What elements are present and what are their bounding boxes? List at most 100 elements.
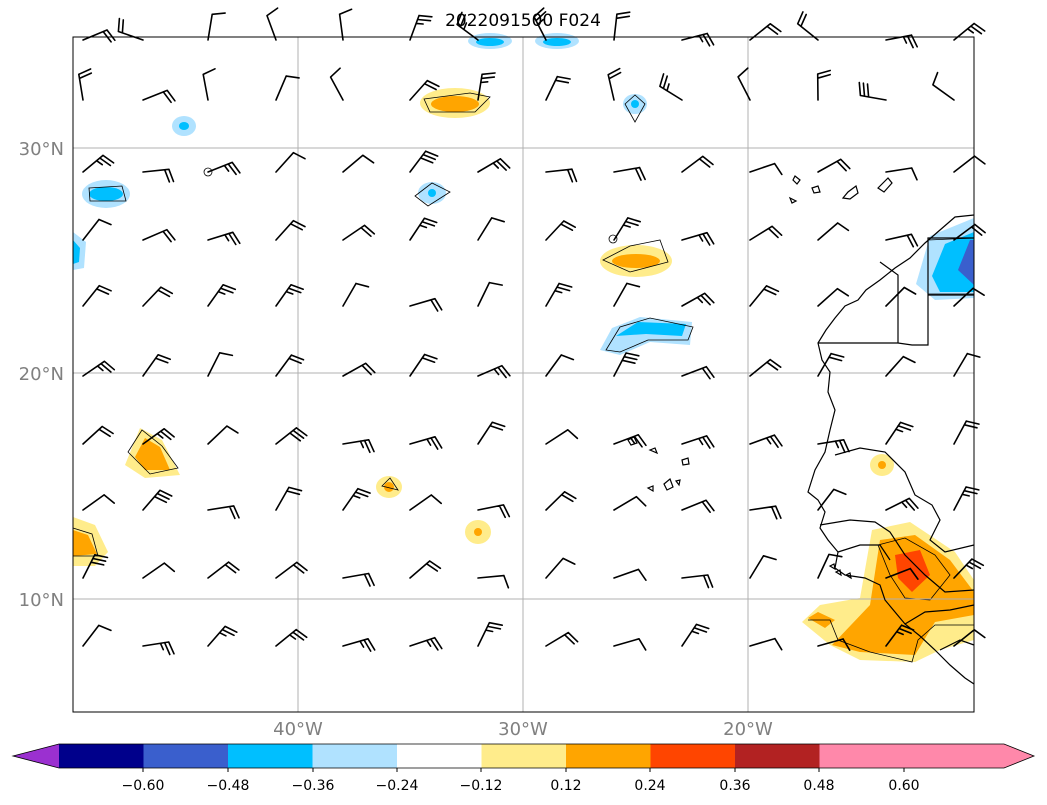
country-border xyxy=(837,544,891,561)
wind-barb xyxy=(477,621,503,647)
lat-label-10n: 10°N xyxy=(19,590,64,611)
wind-barb xyxy=(142,168,175,183)
island xyxy=(648,447,659,455)
negative-anomaly-region xyxy=(543,38,571,46)
wind-barb xyxy=(885,167,918,181)
colorbar-tick-label: −0.60 xyxy=(122,778,165,794)
wind-barb xyxy=(659,73,683,101)
wind-barb xyxy=(545,557,576,579)
wind-barb xyxy=(477,217,505,241)
wind-barb xyxy=(885,355,916,377)
wind-barb xyxy=(817,287,850,307)
wind-barb xyxy=(409,217,438,241)
wind-barb xyxy=(342,362,376,377)
wind-barb xyxy=(817,439,850,454)
contour-line xyxy=(423,92,491,113)
island xyxy=(834,569,842,577)
wind-barb xyxy=(207,12,226,41)
contour-line xyxy=(203,167,213,177)
wind-barb xyxy=(613,282,641,307)
wind-barb xyxy=(275,75,300,101)
wind-barb xyxy=(681,231,715,246)
wind-barb xyxy=(266,7,279,41)
colorbar-segment xyxy=(735,744,820,768)
wind-barb xyxy=(409,560,442,579)
wind-barb xyxy=(142,89,176,104)
negative-anomaly-region xyxy=(89,187,123,201)
wind-barb xyxy=(142,641,175,656)
island xyxy=(877,177,893,193)
positive-anomaly-region xyxy=(73,530,97,556)
wind-barb xyxy=(82,554,109,579)
colorbar-tick-label: 0.12 xyxy=(550,778,581,794)
wind-barb xyxy=(681,499,715,513)
wind-barb xyxy=(613,166,646,181)
wind-barb xyxy=(275,561,308,579)
negative-anomaly-region xyxy=(616,322,686,336)
plot-area xyxy=(72,7,986,713)
wind-barb xyxy=(207,352,234,377)
wind-barb xyxy=(817,222,850,241)
wind-barb xyxy=(202,68,216,101)
colorbar-tick-label: −0.12 xyxy=(460,778,503,794)
wind-barb xyxy=(409,14,433,41)
wind-barb xyxy=(456,11,479,41)
wind-barb xyxy=(817,638,851,651)
wind-barb xyxy=(817,553,843,579)
colorbar-segment xyxy=(650,744,736,768)
plot-frame xyxy=(72,36,975,713)
wind-barb xyxy=(545,75,571,101)
wind-barb xyxy=(545,354,575,377)
wind-barb xyxy=(681,155,714,173)
wind-barb xyxy=(953,629,986,647)
wind-barb xyxy=(142,562,176,579)
wind-barb xyxy=(342,154,375,173)
wind-barb xyxy=(82,425,114,445)
colorbar-tick-label: −0.36 xyxy=(292,778,335,794)
wind-barb xyxy=(207,284,237,307)
contour-line xyxy=(605,317,694,353)
lon-label-30w: 30°W xyxy=(498,719,548,740)
wind-barb xyxy=(613,568,647,581)
shaded-field xyxy=(73,33,974,662)
negative-anomaly-region xyxy=(73,240,80,264)
wind-barb xyxy=(613,11,631,41)
island xyxy=(828,563,836,571)
colorbar-segment xyxy=(819,744,1004,768)
colorbar-tick-label: −0.48 xyxy=(207,778,250,794)
wind-barb xyxy=(749,225,783,241)
positive-anomaly-region xyxy=(612,254,660,268)
wind-barb xyxy=(477,72,496,101)
wind-barb xyxy=(885,624,915,647)
wind-barb xyxy=(681,365,715,380)
colorbar-segment xyxy=(143,744,229,768)
wind-barb xyxy=(953,287,985,307)
wind-barb xyxy=(342,487,371,511)
wind-barb xyxy=(953,22,986,41)
wind-barb xyxy=(816,69,831,101)
negative-anomaly-region xyxy=(932,232,974,292)
wind-barb xyxy=(477,421,506,445)
positive-anomaly-region xyxy=(431,96,479,112)
wind-barb xyxy=(885,421,914,445)
wind-barb xyxy=(477,504,511,519)
contour-line xyxy=(127,429,179,475)
wind-barb xyxy=(275,427,308,445)
contour-line xyxy=(808,619,974,663)
country-border xyxy=(819,519,975,593)
wind-barb xyxy=(613,434,647,448)
wind-barb xyxy=(477,574,510,589)
wind-barb xyxy=(142,354,171,377)
contour-line xyxy=(381,477,399,491)
wind-barb xyxy=(342,572,375,587)
island xyxy=(663,477,674,491)
wind-barb xyxy=(932,71,955,101)
colorbar-segment xyxy=(312,744,398,768)
wind-barb xyxy=(533,7,547,41)
negative-anomaly-region xyxy=(631,100,639,108)
contour-line xyxy=(414,182,451,207)
colorbar-extend-high xyxy=(1004,744,1034,768)
wind-barb xyxy=(409,353,438,377)
island xyxy=(788,196,798,204)
contour-line xyxy=(608,234,618,244)
